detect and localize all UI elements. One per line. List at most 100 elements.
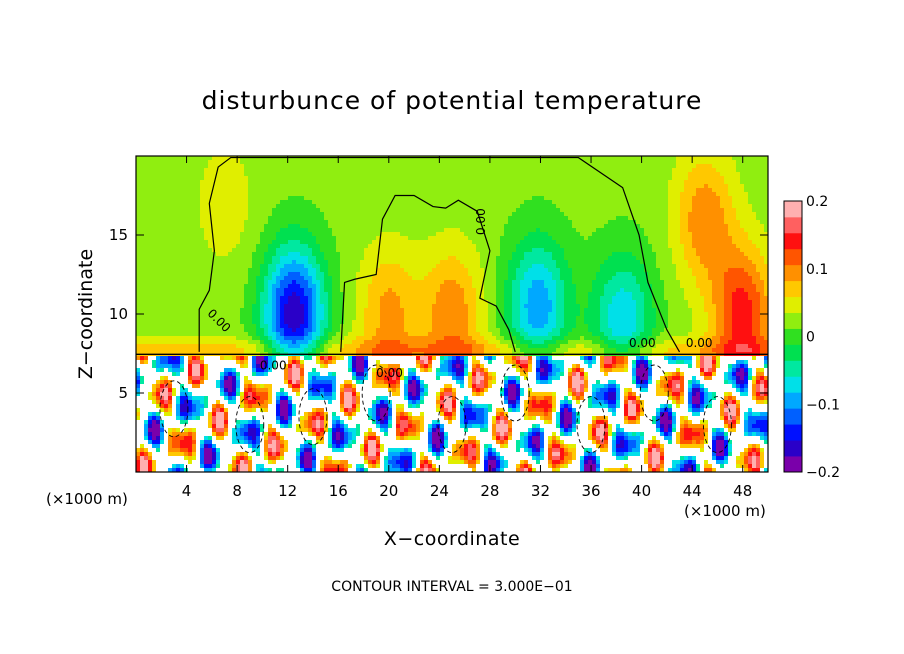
field-cell (516, 280, 521, 285)
field-cell (600, 272, 605, 277)
field-cell (740, 196, 745, 201)
field-cell (200, 240, 205, 245)
field-cell (704, 252, 709, 257)
field-cell (608, 204, 613, 209)
field-cell (652, 168, 657, 173)
field-cell (456, 236, 461, 241)
field-cell (436, 212, 441, 217)
field-cell (700, 244, 705, 249)
field-cell (204, 156, 209, 161)
field-cell (484, 156, 489, 161)
field-cell (420, 264, 425, 269)
field-cell (488, 240, 493, 245)
field-cell (616, 260, 621, 265)
field-cell (412, 248, 417, 253)
field-cell (724, 160, 729, 165)
field-cell (244, 176, 249, 181)
field-cell (704, 156, 709, 161)
field-cell (328, 212, 333, 217)
field-cell (516, 188, 521, 193)
field-cell (372, 196, 377, 201)
field-cell (636, 240, 641, 245)
field-cell (448, 240, 453, 245)
field-cell (492, 268, 497, 273)
field-cell (544, 256, 549, 261)
field-cell (264, 180, 269, 185)
field-cell (416, 208, 421, 213)
field-cell (380, 248, 385, 253)
field-cell (236, 232, 241, 237)
field-cell (576, 240, 581, 245)
field-cell (480, 160, 485, 165)
field-cell (468, 184, 473, 189)
field-cell (312, 256, 317, 261)
field-cell (704, 256, 709, 261)
field-cell (224, 264, 229, 269)
field-cell (328, 260, 333, 265)
field-cell (220, 164, 225, 169)
field-cell (660, 192, 665, 197)
field-cell (492, 208, 497, 213)
field-cell (188, 236, 193, 241)
field-cell (580, 208, 585, 213)
field-cell (664, 244, 669, 249)
field-cell (188, 160, 193, 165)
field-cell (276, 196, 281, 201)
field-cell (164, 240, 169, 245)
field-cell (260, 192, 265, 197)
field-cell (460, 164, 465, 169)
field-cell (732, 204, 737, 209)
field-cell (256, 236, 261, 241)
field-cell (172, 272, 177, 277)
field-cell (580, 180, 585, 185)
field-cell (584, 168, 589, 173)
field-cell (428, 204, 433, 209)
field-cell (476, 280, 481, 285)
field-cell (348, 184, 353, 189)
field-cell (392, 176, 397, 181)
field-cell (428, 208, 433, 213)
field-cell (608, 164, 613, 169)
field-cell (576, 204, 581, 209)
field-cell (460, 180, 465, 185)
field-cell (260, 280, 265, 285)
field-cell (224, 192, 229, 197)
field-cell (136, 172, 141, 177)
field-cell (640, 180, 645, 185)
field-cell (224, 280, 229, 285)
field-cell (496, 212, 501, 217)
field-cell (216, 268, 221, 273)
field-cell (456, 172, 461, 177)
field-cell (204, 168, 209, 173)
field-cell (344, 260, 349, 265)
field-cell (184, 268, 189, 273)
field-cell (520, 212, 525, 217)
field-cell (280, 220, 285, 225)
field-cell (228, 176, 233, 181)
field-cell (552, 260, 557, 265)
field-cell (464, 228, 469, 233)
field-cell (680, 244, 685, 249)
field-cell (184, 236, 189, 241)
field-cell (732, 216, 737, 221)
field-cell (720, 216, 725, 221)
field-cell (528, 240, 533, 245)
field-cell (308, 192, 313, 197)
field-cell (516, 272, 521, 277)
field-cell (288, 252, 293, 257)
field-cell (252, 240, 257, 245)
field-cell (604, 272, 609, 277)
field-cell (200, 232, 205, 237)
field-cell (240, 164, 245, 169)
field-cell (236, 192, 241, 197)
field-cell (416, 212, 421, 217)
field-cell (344, 224, 349, 229)
field-cell (168, 156, 173, 161)
field-cell (740, 192, 745, 197)
field-cell (420, 204, 425, 209)
field-cell (636, 252, 641, 257)
field-cell (184, 168, 189, 173)
field-cell (300, 176, 305, 181)
field-cell (712, 256, 717, 261)
field-cell (608, 176, 613, 181)
